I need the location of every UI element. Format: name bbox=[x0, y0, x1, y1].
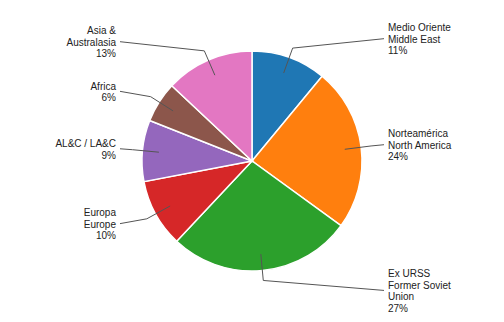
labels: Medio OrienteMiddle East11% NorteaméricaN… bbox=[55, 22, 451, 313]
data-label-line: Union bbox=[388, 291, 414, 302]
data-label-line: Africa bbox=[90, 81, 116, 92]
leader-line bbox=[345, 145, 384, 150]
leader-line bbox=[120, 206, 170, 224]
data-label: Ex URSSFormer SovietUnion27% bbox=[388, 268, 451, 314]
data-label: NorteaméricaNorth America24% bbox=[388, 128, 452, 162]
data-label-line: 11% bbox=[388, 45, 407, 56]
data-label-line: Norteamérica bbox=[388, 128, 448, 139]
leader-line bbox=[284, 39, 384, 73]
data-label-line: Middle East bbox=[388, 34, 440, 45]
leader-line bbox=[120, 42, 215, 75]
data-label-line: 9% bbox=[102, 150, 117, 161]
data-label-line: Asia & bbox=[87, 25, 116, 36]
data-label-line: 27% bbox=[388, 303, 408, 314]
data-label: AL&C / LA&C9% bbox=[55, 138, 116, 161]
chart: Medio OrienteMiddle East11% NorteaméricaN… bbox=[0, 0, 504, 322]
leader-line bbox=[120, 91, 173, 111]
data-label-line: AL&C / LA&C bbox=[55, 138, 116, 149]
data-label: Asia &Australasia13% bbox=[67, 25, 117, 59]
data-label-line: 24% bbox=[388, 151, 408, 162]
pie bbox=[142, 51, 362, 271]
data-label-line: North America bbox=[388, 140, 452, 151]
data-label: Medio OrienteMiddle East11% bbox=[388, 22, 451, 56]
data-label-line: 6% bbox=[102, 92, 117, 103]
leader-line bbox=[261, 254, 384, 290]
data-label-line: Australasia bbox=[67, 37, 117, 48]
data-label-line: 13% bbox=[96, 48, 116, 59]
data-label-line: Ex URSS bbox=[388, 268, 431, 279]
data-label: Africa6% bbox=[90, 81, 116, 104]
data-label-line: Europa bbox=[84, 207, 117, 218]
data-label-line: 10% bbox=[96, 230, 116, 241]
data-label-line: Europe bbox=[84, 219, 117, 230]
data-label-line: Medio Oriente bbox=[388, 22, 451, 33]
data-label: EuropaEurope10% bbox=[84, 207, 117, 241]
data-label-line: Former Soviet bbox=[388, 280, 451, 291]
leader-line bbox=[120, 149, 159, 152]
